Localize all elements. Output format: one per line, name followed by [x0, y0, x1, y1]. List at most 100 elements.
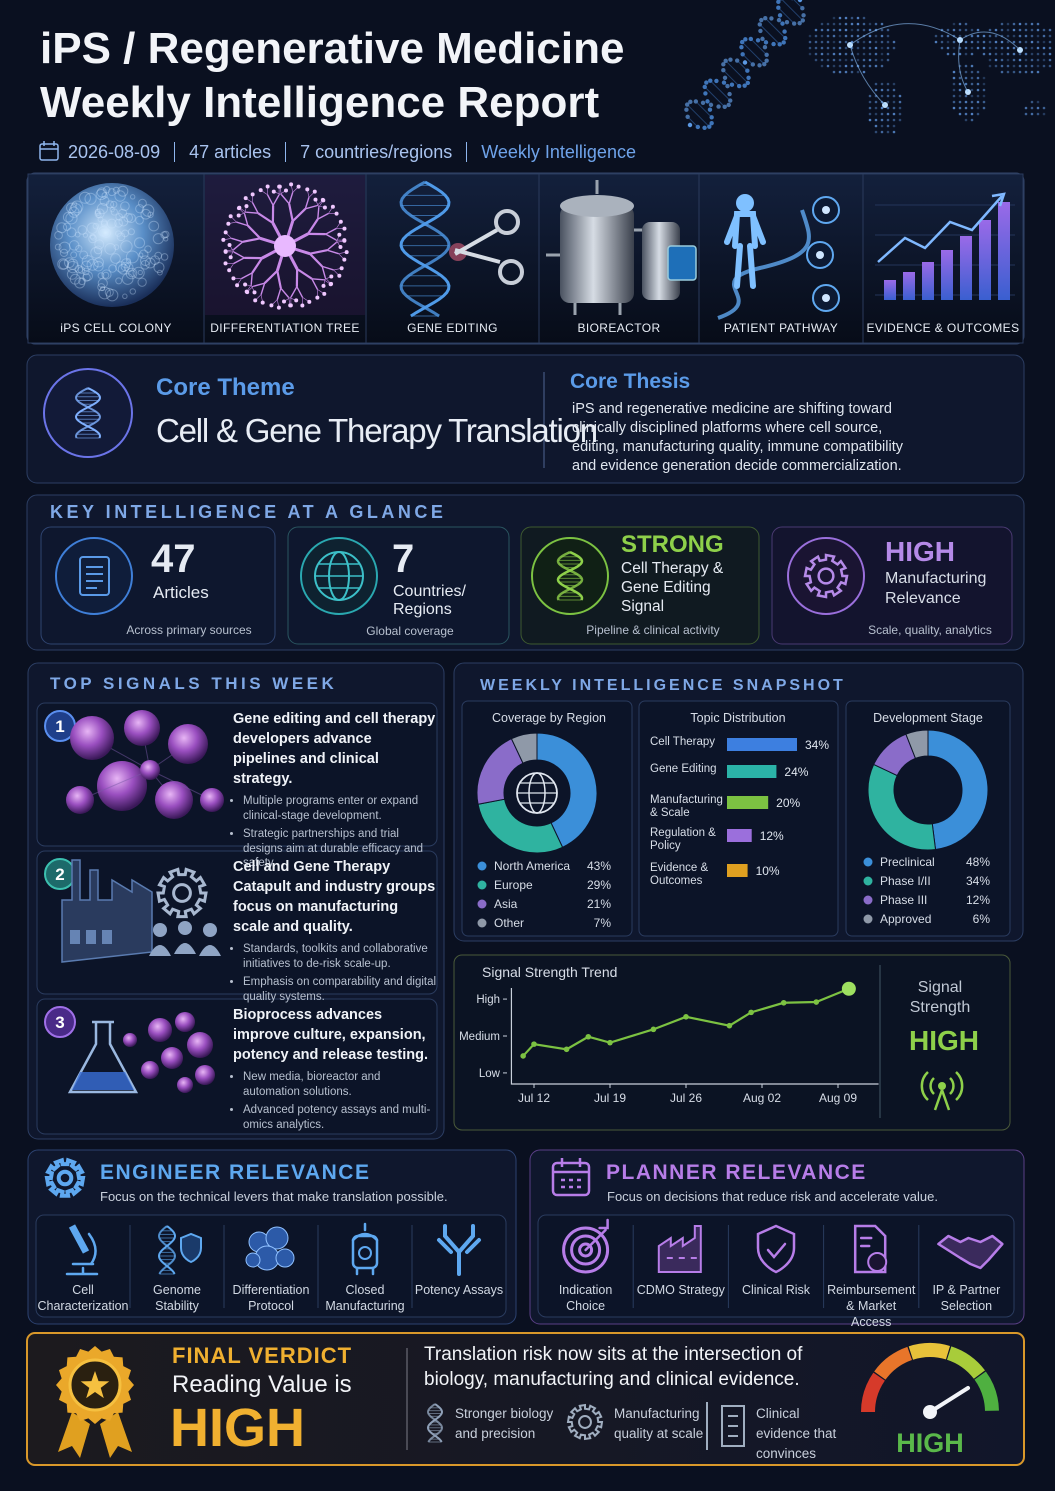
signal-strength-value: HIGH [909, 1025, 979, 1056]
trend-point [726, 1022, 733, 1029]
trend-point [683, 1014, 689, 1020]
cell-texture [113, 244, 120, 251]
map-dot [880, 34, 884, 38]
map-dot [1024, 40, 1028, 44]
map-dot [886, 100, 890, 104]
map-dot [1024, 106, 1028, 110]
theme-label: Core Theme [156, 374, 295, 401]
map-dot [1024, 46, 1028, 50]
cell-texture [135, 204, 145, 214]
map-dot [1048, 34, 1052, 38]
branch-tip [223, 261, 228, 266]
legend-label: Phase III [880, 893, 927, 907]
map-dot [976, 76, 980, 80]
section-title: WEEKLY INTELLIGENCE SNAPSHOT [480, 677, 846, 694]
map-dot [892, 106, 896, 110]
map-dot [862, 70, 866, 74]
gauge-label: HIGH [896, 1428, 964, 1458]
signal-item: Cell and Gene Therapy Catapult and indus… [233, 857, 438, 1008]
topic-label: Manufacturing & Scale [650, 794, 723, 819]
panel [537, 1214, 1015, 1318]
map-dot [1000, 52, 1004, 56]
map-dot [874, 124, 878, 128]
map-dot [850, 70, 854, 74]
card-value: HIGH [885, 536, 955, 567]
map-dot [1042, 34, 1046, 38]
map-dot [1030, 70, 1034, 74]
gauge-arc [861, 1372, 886, 1413]
branch [296, 286, 304, 298]
relevance-item: Closed Manufacturing [325, 1283, 405, 1313]
map-dot [874, 52, 878, 56]
helix-dot [784, 20, 790, 25]
scissors [454, 228, 501, 264]
helix-rung [781, 0, 804, 21]
gear [803, 553, 849, 599]
helix-dot [758, 28, 763, 34]
map-dot [976, 34, 980, 38]
map-dot [1000, 28, 1004, 32]
cell-texture [123, 212, 133, 223]
helix-dot [721, 62, 726, 67]
cell-texture [77, 225, 88, 235]
map-dot [814, 58, 818, 62]
map-dot [880, 28, 884, 32]
map-dot [1012, 40, 1016, 44]
tree-core [274, 235, 296, 257]
map-dot [814, 52, 818, 56]
branch-tip [243, 196, 248, 201]
signal-bullet: New media, bioreactor and automation sol… [243, 1070, 438, 1099]
map-dot [844, 40, 848, 44]
helix-rung [725, 60, 749, 84]
card-note: Scale, quality, analytics [868, 623, 992, 637]
gear [44, 1157, 86, 1198]
legend-label: Europe [494, 878, 533, 892]
map-dot [820, 34, 824, 38]
map-dot [994, 28, 998, 32]
map-dot [976, 70, 980, 74]
cell-texture [56, 222, 68, 234]
gear-hub [578, 1415, 592, 1429]
helix-rung [762, 38, 767, 43]
helix-rung [741, 41, 765, 65]
trend-point [607, 1039, 613, 1046]
icon-shape [578, 1242, 594, 1258]
map-dot [880, 46, 884, 50]
cell-texture [157, 269, 163, 276]
map-dot [1036, 100, 1040, 104]
map-dot [964, 46, 968, 50]
map-dot [880, 40, 884, 44]
map-dot [856, 52, 860, 56]
map-dot [832, 22, 836, 26]
branch-tip [226, 221, 231, 226]
cell-texture [74, 277, 86, 289]
map-dot [940, 34, 944, 38]
cell-texture [84, 192, 97, 205]
map-dot [844, 28, 848, 32]
branch [280, 287, 290, 298]
branch [325, 227, 337, 235]
map-dot [970, 106, 974, 110]
cell-texture [122, 293, 128, 300]
branch-tip [344, 250, 349, 255]
donut-segment [905, 729, 929, 760]
cell-texture [102, 271, 110, 279]
map-dot [1000, 40, 1004, 44]
pathway-icon [816, 251, 824, 259]
branch [288, 192, 294, 205]
cell-texture [74, 231, 81, 238]
map-dot [970, 64, 974, 68]
map-dot [994, 64, 998, 68]
map-dot [958, 88, 962, 92]
branch-tip [244, 289, 249, 294]
map-dot [862, 22, 866, 26]
helix-rung [764, 17, 786, 39]
map-dot [886, 124, 890, 128]
cell-texture [70, 251, 78, 259]
card-icon [531, 537, 609, 615]
map-dot [1036, 28, 1040, 32]
cell-texture [144, 245, 152, 253]
map-dot [820, 22, 824, 26]
cell-texture [86, 222, 99, 234]
